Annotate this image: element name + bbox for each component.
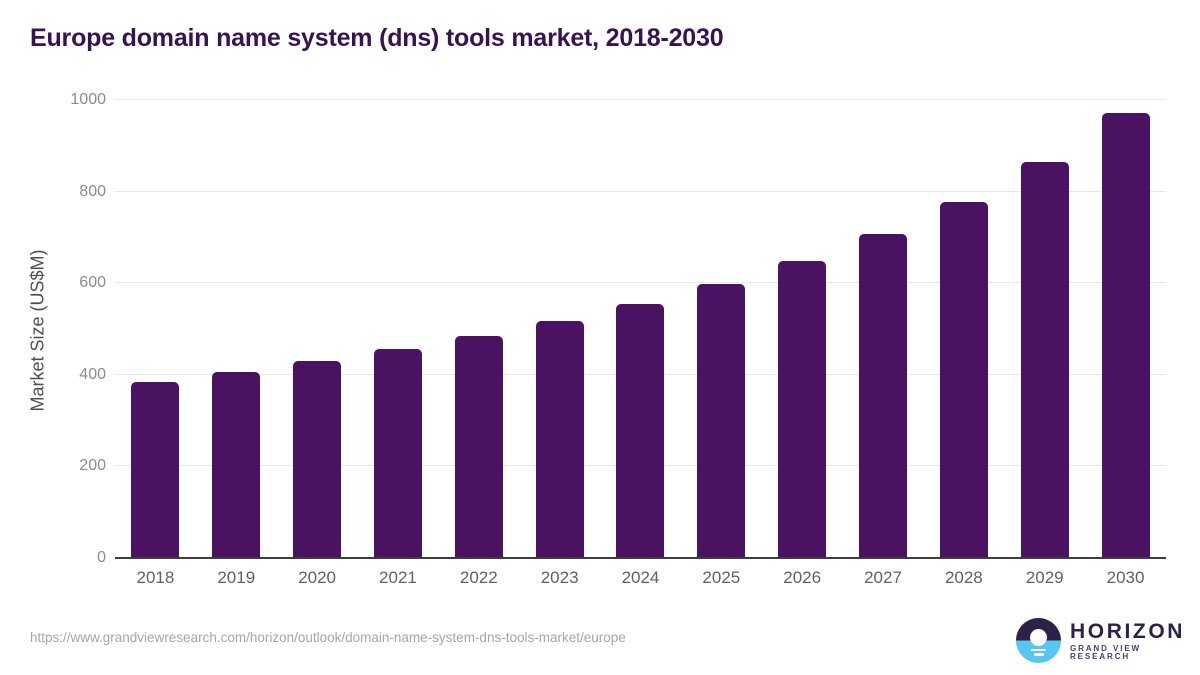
bar-slot-2020 <box>277 100 358 558</box>
logo-brand-name: HORIZON <box>1070 619 1186 643</box>
x-tick-label-2026: 2026 <box>783 568 822 587</box>
x-axis-line <box>115 557 1166 559</box>
bar-2028 <box>939 201 988 558</box>
plot-area <box>115 99 1166 559</box>
x-tick-label-2029: 2029 <box>1025 568 1064 587</box>
bar-slot-2029 <box>1004 100 1085 558</box>
x-tick-label-2027: 2027 <box>864 568 902 587</box>
gridline-1000 <box>115 99 1166 100</box>
bar-slot-2021 <box>358 100 439 558</box>
horizon-line-icon <box>1031 648 1046 652</box>
x-tick-label-2025: 2025 <box>702 568 741 587</box>
y-tick-label: 600 <box>79 274 106 292</box>
x-tick-label-2020: 2020 <box>298 568 337 587</box>
gridline-800 <box>115 190 1166 192</box>
y-tick-label: 400 <box>79 365 106 383</box>
bar-slot-2028 <box>923 100 1004 558</box>
logo-sub-brand: GRAND VIEW RESEARCH <box>1070 643 1141 661</box>
bar-2024 <box>616 303 665 558</box>
x-tick-label-2023: 2023 <box>540 568 579 587</box>
sun-icon <box>1030 629 1047 646</box>
bar-slot-2025 <box>681 100 762 558</box>
bar-slot-2018 <box>115 100 196 558</box>
bar-slot-2022 <box>438 100 519 558</box>
bar-2023 <box>535 321 584 558</box>
x-axis-ticks: 2018 2019 2020 2021 2022 2023 2024 2025 2026 2027… <box>115 568 1166 588</box>
x-tick-label-2019: 2019 <box>217 568 256 587</box>
y-tick-label: 0 <box>97 549 106 566</box>
bar-slot-2026 <box>762 100 843 558</box>
bar-2027 <box>859 234 908 558</box>
y-axis-title: Market Size (US$M) <box>27 249 48 412</box>
bar-2019 <box>212 371 261 558</box>
bar-2029 <box>1020 161 1069 558</box>
y-tick-label: 1000 <box>70 91 106 108</box>
bar-slot-2019 <box>196 100 277 558</box>
x-tick-label-2028: 2028 <box>944 568 983 587</box>
gridline-600 <box>115 282 1166 284</box>
bar-2025 <box>697 284 746 558</box>
bar-2021 <box>373 349 422 558</box>
x-tick-label-2022: 2022 <box>459 568 498 587</box>
bar-slot-2027 <box>843 100 924 558</box>
x-tick-label-2024: 2024 <box>621 568 660 587</box>
horizon-line-icon <box>1033 653 1044 656</box>
y-tick-label: 200 <box>79 457 106 475</box>
chart-title: Europe domain name system (dns) tools ma… <box>30 24 724 52</box>
y-tick-label: 800 <box>79 182 106 200</box>
bar-2020 <box>293 361 342 558</box>
bar-2022 <box>454 335 503 558</box>
bar-2018 <box>131 381 180 558</box>
x-tick-label-2018: 2018 <box>136 568 175 587</box>
horizon-logo-icon <box>1016 618 1061 663</box>
horizon-logo-text: HORIZON GRAND VIEW RESEARCH <box>1070 621 1200 661</box>
bar-2026 <box>778 261 827 558</box>
source-url: https://www.grandviewresearch.com/horizo… <box>30 630 626 645</box>
x-tick-label-2030: 2030 <box>1106 568 1145 587</box>
bar-series <box>115 100 1166 558</box>
x-tick-label-2021: 2021 <box>379 568 417 587</box>
bar-slot-2024 <box>600 100 681 558</box>
bar-slot-2030 <box>1085 100 1166 558</box>
bar-slot-2023 <box>519 100 600 558</box>
horizon-logo: HORIZON GRAND VIEW RESEARCH <box>1016 618 1200 663</box>
bar-2030 <box>1101 113 1150 558</box>
